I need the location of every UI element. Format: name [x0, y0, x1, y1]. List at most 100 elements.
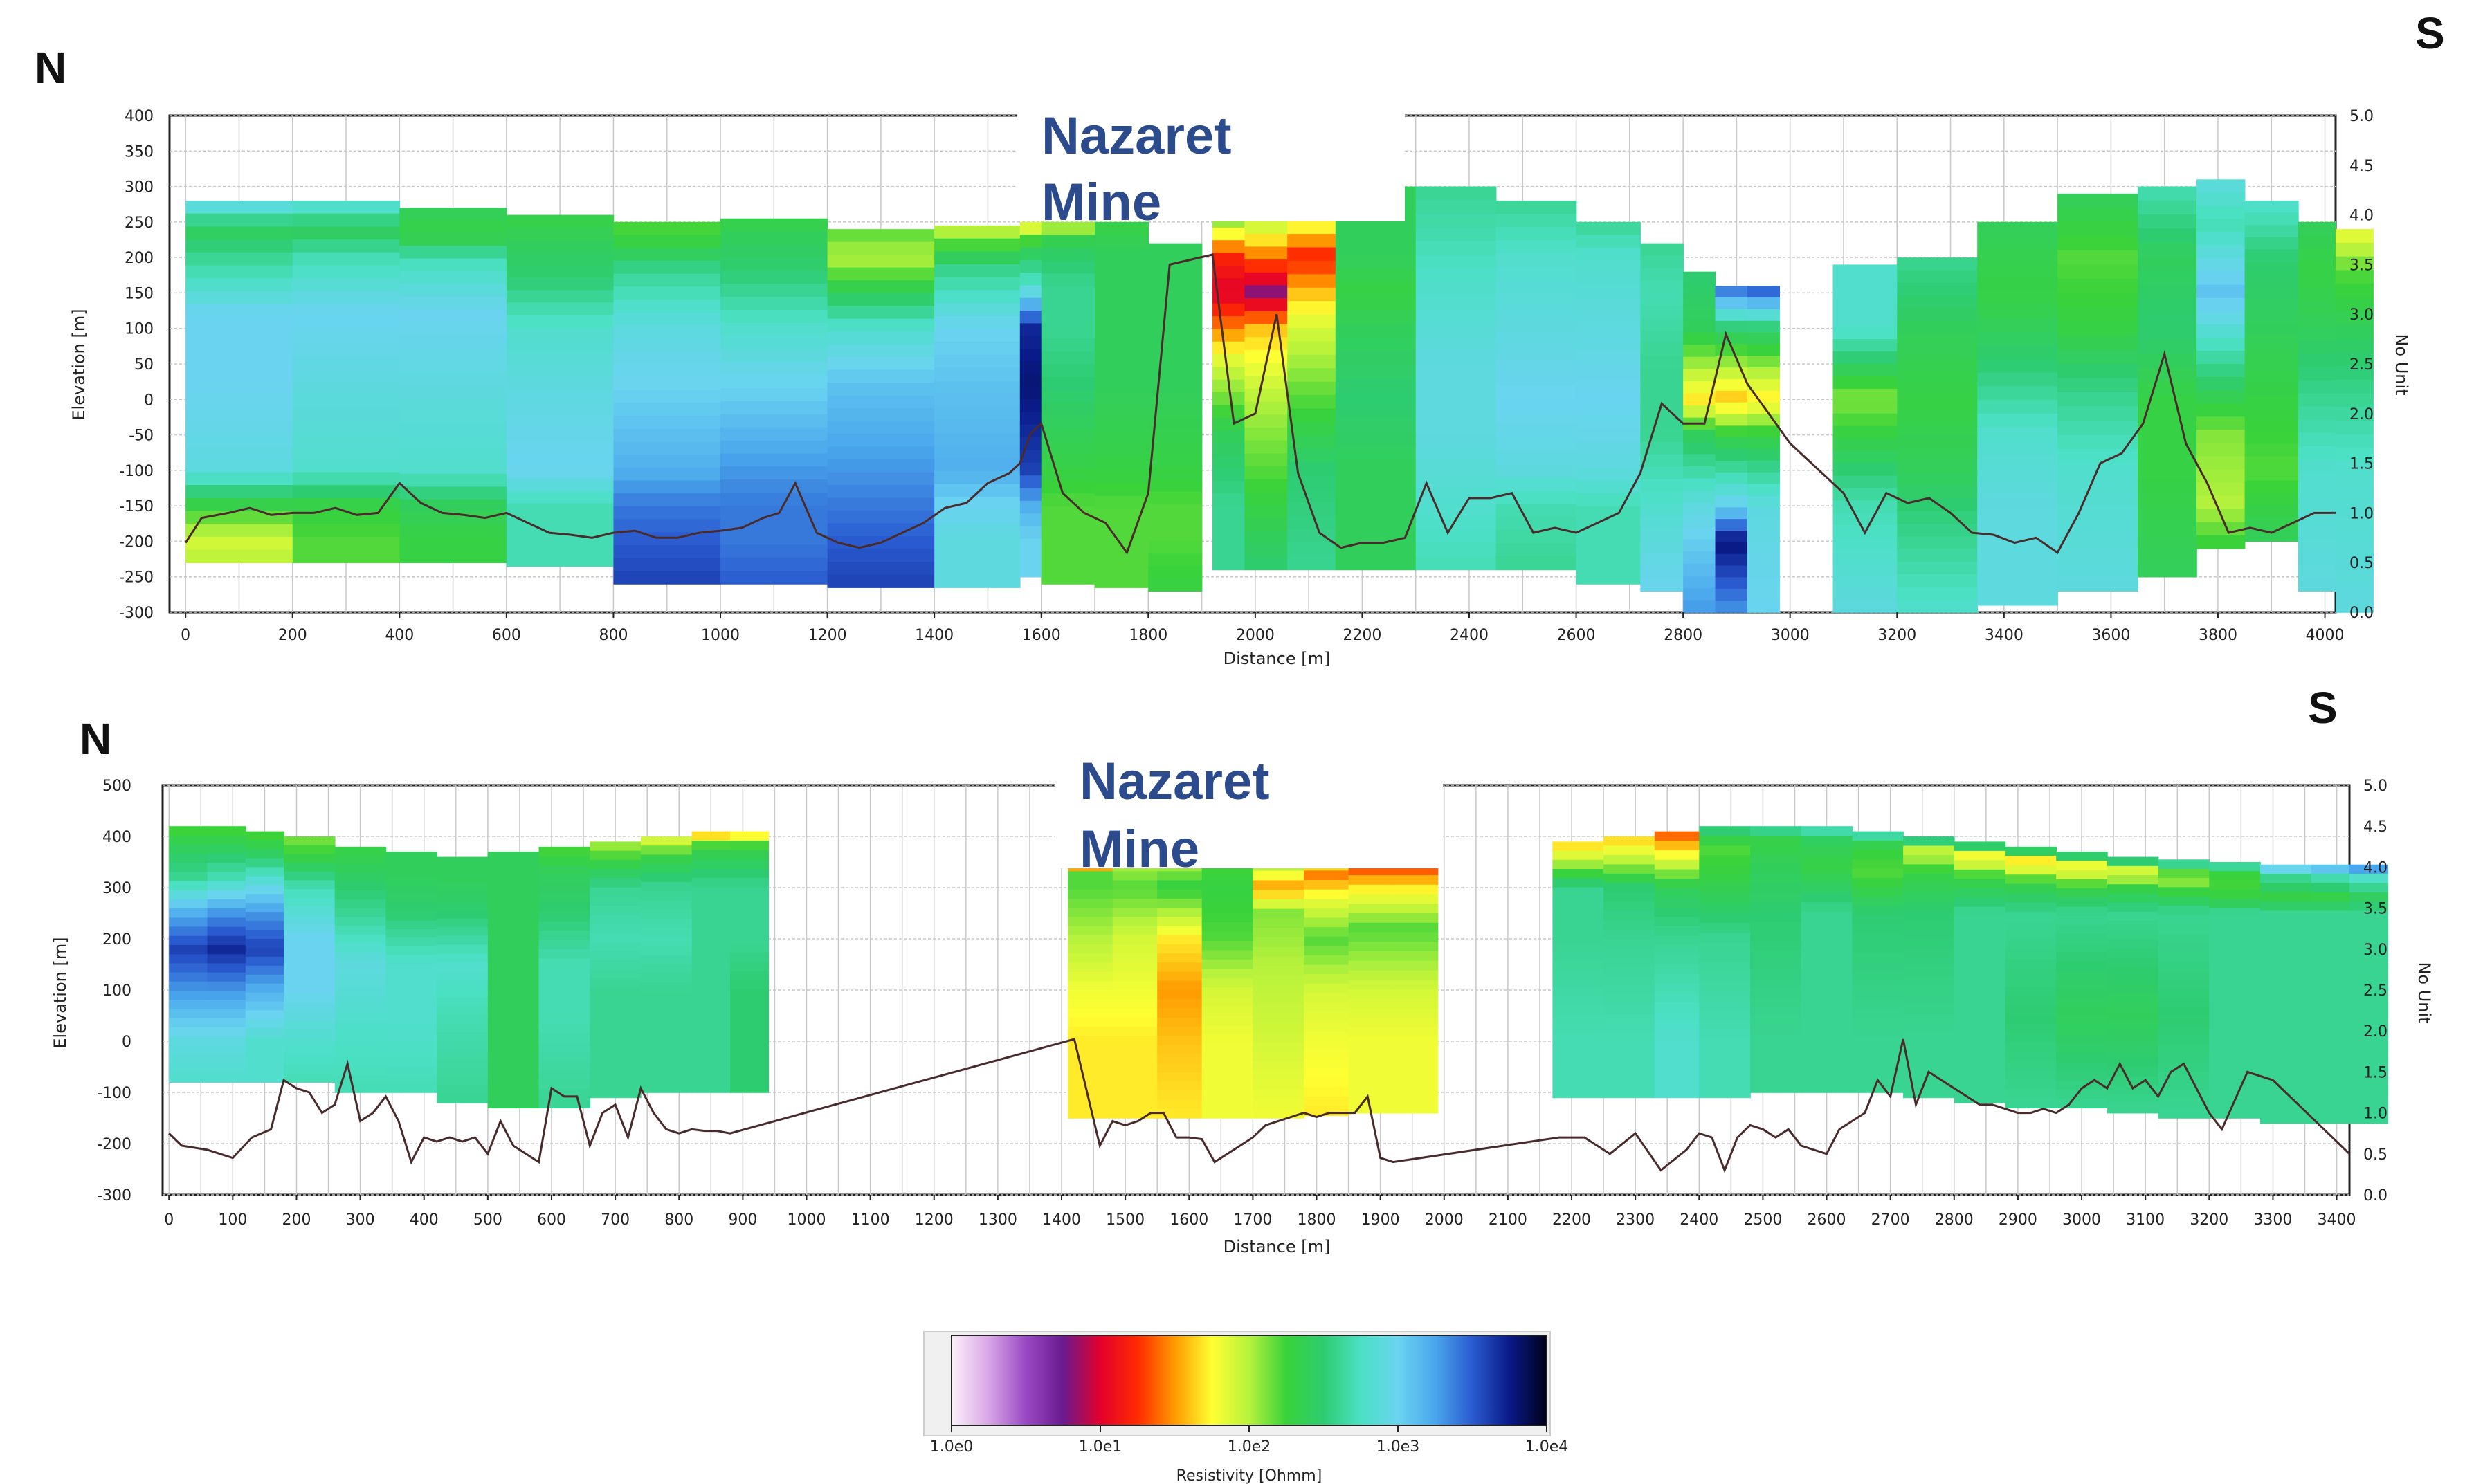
heatmap-cell: [538, 921, 591, 931]
heatmap-cell: [1897, 587, 1978, 601]
x-tick-label: 700: [601, 1211, 630, 1229]
heatmap-cell: [1335, 255, 1417, 270]
heatmap-cell: [1304, 1011, 1349, 1022]
heatmap-cell: [2056, 852, 2108, 862]
heatmap-cell: [1977, 318, 2058, 332]
heatmap-cell: [437, 935, 489, 946]
heatmap-cell: [2158, 1007, 2210, 1017]
heatmap-cell: [720, 218, 828, 232]
heatmap-cell: [2298, 248, 2336, 262]
heatmap-cell: [1747, 495, 1781, 509]
heatmap-cell: [1801, 1007, 1853, 1017]
heatmap-cell: [1977, 564, 2058, 578]
heatmap-cell: [169, 908, 208, 919]
heatmap-cell: [1552, 1061, 1604, 1071]
heatmap-cell: [2244, 347, 2299, 360]
heatmap-cell: [1977, 523, 2058, 538]
heatmap-cell: [2244, 225, 2299, 238]
heatmap-cell: [2260, 1114, 2312, 1124]
heatmap-cell: [1747, 378, 1781, 392]
heatmap-cell: [1747, 367, 1781, 380]
heatmap-cell: [185, 291, 293, 305]
heatmap-cell: [1348, 1074, 1394, 1085]
heatmap-cell: [934, 497, 1021, 511]
heatmap-cell: [2138, 297, 2197, 313]
heatmap-cell: [2244, 237, 2299, 250]
heatmap-cell: [2349, 910, 2389, 921]
heatmap-cell: [437, 1094, 489, 1103]
heatmap-cell: [720, 387, 828, 402]
heatmap-cell: [1852, 1074, 1904, 1084]
heatmap-cell: [613, 221, 721, 236]
heatmap-cell: [1212, 341, 1246, 355]
heatmap-cell: [613, 377, 721, 391]
heatmap-cell: [487, 1034, 540, 1045]
heatmap-cell: [1832, 327, 1898, 340]
heatmap-cell: [1801, 892, 1853, 903]
heatmap-cell: [2260, 966, 2312, 976]
heatmap-cell: [1201, 1071, 1254, 1081]
heatmap-cell: [2056, 952, 2108, 962]
heatmap-cell: [1852, 1008, 1904, 1018]
heatmap-cell: [2311, 1040, 2350, 1050]
mine-label-line1: Nazaret: [1042, 107, 1232, 165]
heatmap-cell: [1749, 864, 1802, 874]
heatmap-cell: [1335, 432, 1417, 448]
heatmap-cell: [284, 1073, 336, 1083]
heatmap-cell: [1699, 874, 1751, 886]
heatmap-cell: [1640, 491, 1684, 505]
heatmap-cell: [1852, 877, 1904, 888]
heatmap-cell: [1304, 917, 1349, 928]
heatmap-cell: [1683, 295, 1716, 309]
heatmap-cell: [399, 511, 507, 526]
heatmap-cell: [2260, 975, 2312, 986]
heatmap-cell: [729, 1083, 770, 1093]
heatmap-cell: [1415, 227, 1497, 242]
heatmap-cell: [2298, 524, 2336, 539]
heatmap-cell: [827, 357, 935, 371]
heatmap-cell: [1603, 910, 1655, 922]
heatmap-cell: [169, 872, 208, 882]
heatmap-cell: [729, 1036, 770, 1047]
heatmap-cell: [1244, 311, 1289, 325]
heatmap-cell: [487, 970, 540, 980]
heatmap-cell: [334, 969, 387, 979]
heatmap-cell: [487, 1052, 540, 1063]
heatmap-cell: [1832, 488, 1898, 502]
heatmap-cell: [2311, 883, 2350, 893]
heatmap-cell: [1415, 542, 1497, 557]
heatmap-cell: [207, 853, 246, 863]
heatmap-cell: [1095, 313, 1149, 327]
heatmap-cell: [506, 214, 615, 228]
heatmap-cell: [1897, 511, 1978, 524]
heatmap-cell: [1897, 358, 1978, 372]
heatmap-cell: [2138, 562, 2197, 578]
heatmap-cell: [1801, 902, 1853, 913]
heatmap-cell: [2336, 585, 2374, 600]
heatmap-cell: [1212, 417, 1246, 431]
heatmap-cell: [1415, 487, 1497, 502]
heatmap-cell: [2260, 1021, 2312, 1032]
heatmap-cell: [827, 255, 935, 268]
heatmap-cell: [1801, 1025, 1853, 1036]
heatmap-cell: [1253, 928, 1304, 938]
heatmap-cell: [1699, 1039, 1751, 1050]
heatmap-cell: [1495, 280, 1577, 294]
heatmap-cell: [1603, 1041, 1655, 1052]
heatmap-cell: [1852, 943, 1904, 953]
heatmap-cell: [2260, 874, 2312, 884]
heatmap-cell: [1095, 287, 1149, 301]
heatmap-cell: [1157, 1108, 1203, 1119]
heatmap-cell: [2005, 1061, 2057, 1072]
heatmap-cell: [506, 327, 615, 341]
heatmap-cell: [1253, 870, 1304, 881]
heatmap-cell: [385, 903, 437, 913]
heatmap-cell: [1157, 953, 1203, 964]
heatmap-cell: [1897, 536, 1978, 550]
heatmap-cell: [1112, 1036, 1158, 1046]
heatmap-cell: [1640, 504, 1684, 517]
heatmap-cell: [399, 322, 507, 336]
heatmap-cell: [538, 986, 591, 997]
heatmap-cell: [1112, 889, 1158, 899]
heatmap-cell: [1699, 1020, 1751, 1031]
